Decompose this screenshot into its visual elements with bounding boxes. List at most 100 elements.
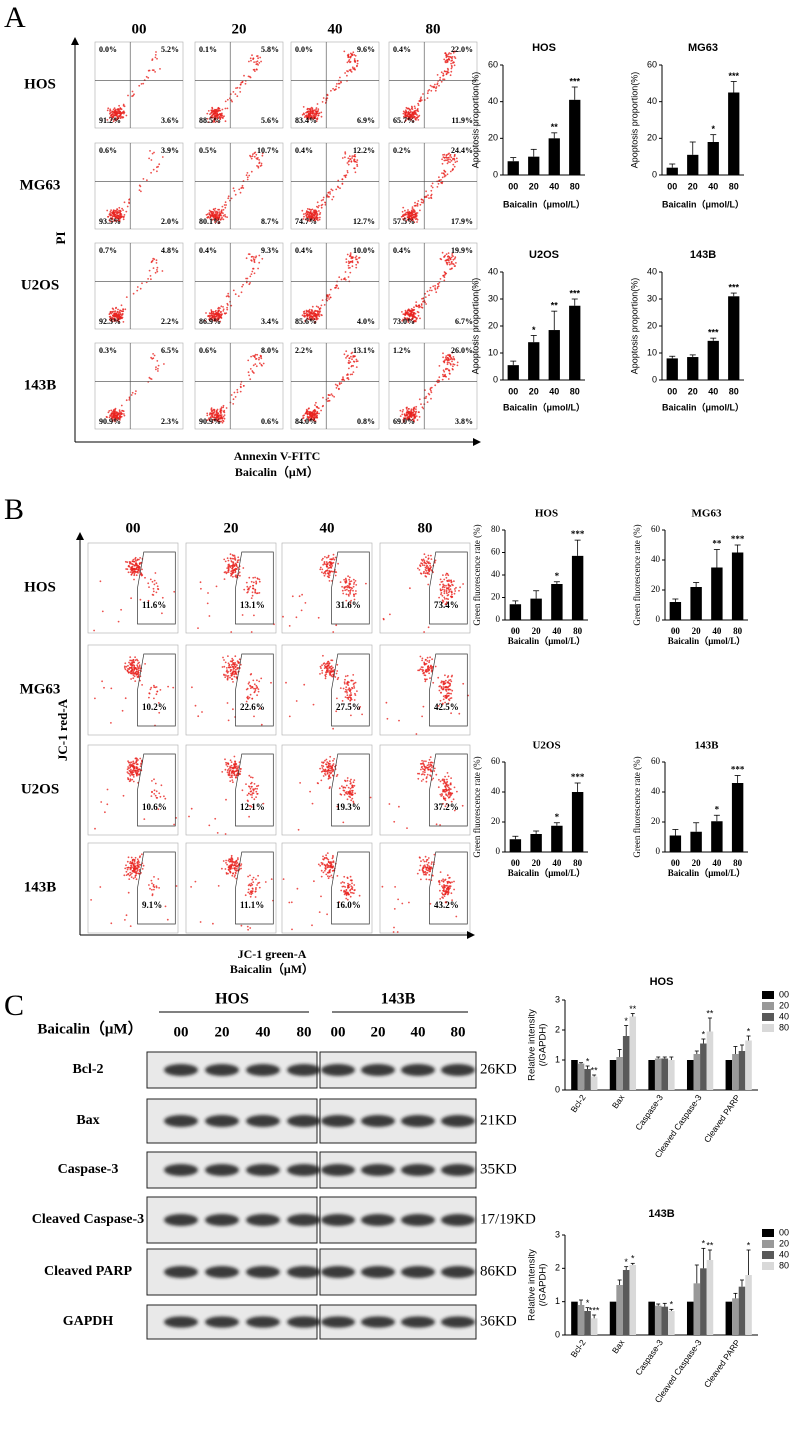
flow-plot: 0.0% 9.6%83.4% 6.9% [290,41,380,129]
event-dot [250,355,252,358]
event-dot [304,602,307,604]
event-dot [441,251,444,254]
event-dot [109,116,111,119]
event-dot [438,689,441,692]
event-dot [214,111,217,113]
event-dot [351,261,354,264]
event-dot [175,885,178,887]
quadrant-percent: 0.7% [99,246,117,255]
event-dot [108,416,111,419]
event-dot [433,767,436,770]
event-dot [131,778,134,781]
quadrant-percent: 17.9% [451,217,473,226]
gate-percent: 9.1% [142,900,162,910]
event-dot [447,357,450,360]
event-dot [308,211,310,214]
event-dot [351,157,353,159]
event-dot [448,261,450,264]
event-dot [353,59,356,62]
event-dot [254,356,256,359]
event-dot [388,803,391,805]
event-dot [224,676,227,678]
event-dot [246,172,249,174]
event-dot [117,112,119,114]
event-dot [224,215,227,218]
event-dot [137,759,139,761]
event-dot [152,69,155,72]
event-dot [346,377,349,380]
event-dot [144,663,146,665]
event-dot [256,694,258,697]
event-dot [443,683,446,685]
event-dot [119,211,121,214]
event-dot [344,271,347,273]
event-dot [111,110,114,113]
event-dot [235,568,238,571]
event-dot [133,578,135,581]
event-dot [211,421,214,424]
event-dot [456,790,458,793]
event-dot [437,786,440,789]
event-dot [231,770,234,773]
quadrant-percent: 10.0% [353,246,375,255]
event-dot [351,687,354,690]
event-dot [443,58,446,61]
event-dot [446,173,449,176]
event-dot [415,213,417,216]
event-dot [128,399,131,401]
event-dot [421,670,424,673]
event-dot [305,410,308,413]
event-dot [107,216,109,218]
x-axis-label: Annexin V-FITC [234,449,321,463]
event-dot [259,56,262,59]
event-dot [252,267,254,270]
event-dot [324,759,326,762]
event-dot [327,397,329,400]
event-dot [331,189,334,192]
event-dot [343,793,346,796]
event-dot [232,666,235,669]
event-dot [347,589,350,592]
event-dot [150,171,152,174]
event-dot [224,100,227,103]
event-dot [127,856,130,859]
event-dot [443,374,446,377]
event-dot [225,295,228,298]
event-dot [434,284,436,287]
event-dot [433,85,435,88]
event-dot [225,572,228,575]
event-dot [218,107,221,110]
event-dot [227,292,230,295]
event-dot [109,111,112,114]
event-dot [418,304,421,307]
event-dot [234,193,237,196]
event-dot [155,582,158,584]
event-dot [252,876,255,879]
event-dot [215,585,218,588]
event-dot [137,572,139,574]
quadrant-percent: 3.9% [161,146,179,155]
event-dot [151,888,153,891]
event-dot [353,58,356,60]
event-dot [317,313,320,315]
event-dot [350,794,353,796]
event-dot [385,701,388,704]
event-dot [258,886,261,889]
event-dot [447,583,450,586]
event-dot [122,209,124,211]
event-dot [125,568,127,570]
event-dot [246,178,249,181]
event-dot [321,672,324,674]
event-dot [119,317,122,320]
event-dot [427,668,430,671]
event-dot [129,659,131,662]
event-dot [230,854,233,857]
event-dot [222,415,225,418]
event-dot [214,211,217,214]
event-dot [430,397,432,400]
event-dot [326,668,328,670]
event-dot [153,793,156,795]
event-dot [445,696,448,699]
event-dot [422,778,425,781]
event-dot [130,663,133,666]
